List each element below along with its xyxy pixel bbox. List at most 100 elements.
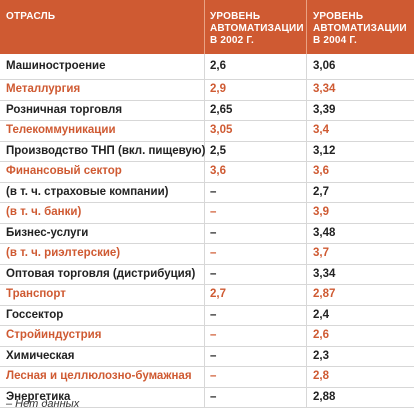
table-row: (в т. ч. риэлтерские) – 3,7: [0, 244, 414, 265]
value-2004: 3,34: [313, 267, 336, 280]
value-2004: 3,7: [313, 247, 329, 259]
column-divider: [306, 244, 307, 264]
industry-name: Телекоммуникации: [6, 124, 116, 136]
footnote: – Нет данных: [6, 398, 80, 410]
table-row: Химическая – 2,3: [0, 346, 414, 367]
industry-name: Оптовая торговля (дистрибуция): [6, 267, 196, 280]
column-divider: [204, 367, 205, 387]
value-2002: 3,05: [210, 124, 233, 136]
industry-name: Металлургия: [6, 83, 81, 95]
column-divider: [306, 326, 307, 346]
industry-name: Госсектор: [6, 308, 64, 321]
industry-name: Производство ТНП (вкл. пищевую): [6, 144, 206, 157]
column-divider: [306, 100, 307, 120]
value-2002: 2,9: [210, 83, 226, 95]
industry-name: (в т. ч. страховые компании): [6, 185, 169, 198]
industry-name: Лесная и целлюлозно-бумажная: [6, 370, 192, 382]
header-divider: [306, 0, 307, 54]
header-level-2004: УРОВЕНЬ АВТОМАТИЗАЦИИ В 2004 Г.: [313, 11, 407, 46]
table-row: (в т. ч. банки) – 3,9: [0, 203, 414, 224]
industry-name: (в т. ч. банки): [6, 206, 82, 218]
value-2004: 2,7: [313, 185, 329, 198]
table-row: Бизнес-услуги – 3,48: [0, 223, 414, 244]
table-row: Энергетика – 2,88: [0, 387, 414, 408]
column-divider: [204, 305, 205, 325]
column-divider: [204, 162, 205, 182]
value-2004: 2,8: [313, 370, 329, 382]
industry-name: Бизнес-услуги: [6, 226, 89, 239]
column-divider: [204, 182, 205, 202]
column-divider: [306, 162, 307, 182]
table-row: Стройиндустрия – 2,6: [0, 326, 414, 347]
value-2004: 3,12: [313, 144, 336, 157]
value-2004: 3,39: [313, 103, 336, 116]
table-row: Телекоммуникации 3,05 3,4: [0, 121, 414, 142]
table-row: Транспорт 2,7 2,87: [0, 285, 414, 306]
table-row: Оптовая торговля (дистрибуция) – 3,34: [0, 264, 414, 285]
table-row: Финансовый сектор 3,6 3,6: [0, 162, 414, 183]
column-divider: [204, 80, 205, 100]
table-row: Производство ТНП (вкл. пищевую) 2,5 3,12: [0, 141, 414, 162]
column-divider: [204, 100, 205, 120]
column-divider: [306, 285, 307, 305]
industry-name: (в т. ч. риэлтерские): [6, 247, 121, 259]
column-divider: [204, 346, 205, 366]
industry-name: Стройиндустрия: [6, 329, 102, 341]
column-divider: [204, 223, 205, 243]
column-divider: [306, 80, 307, 100]
value-2004: 3,48: [313, 226, 336, 239]
column-divider: [204, 264, 205, 284]
value-2002: 2,5: [210, 144, 226, 157]
table-row: Розничная торговля 2,65 3,39: [0, 100, 414, 121]
table-row: Металлургия 2,9 3,34: [0, 80, 414, 101]
header-industry: ОТРАСЛЬ: [6, 11, 56, 22]
industry-name: Машиностроение: [6, 60, 106, 72]
industry-name: Розничная торговля: [6, 103, 123, 116]
value-2002: –: [210, 206, 217, 218]
value-2002: 2,65: [210, 103, 233, 116]
column-divider: [306, 264, 307, 284]
column-divider: [306, 182, 307, 202]
table-row: Лесная и целлюлозно-бумажная – 2,8: [0, 367, 414, 388]
value-2002: 2,6: [210, 60, 226, 72]
value-2002: –: [210, 226, 217, 239]
column-divider: [204, 121, 205, 141]
value-2004: 2,6: [313, 329, 329, 341]
table-row: Госсектор – 2,4: [0, 305, 414, 326]
column-divider: [306, 367, 307, 387]
column-divider: [204, 244, 205, 264]
industry-name: Финансовый сектор: [6, 165, 122, 177]
value-2002: 3,6: [210, 165, 226, 177]
column-divider: [204, 285, 205, 305]
column-divider: [204, 387, 205, 407]
column-divider: [306, 54, 307, 79]
value-2002: –: [210, 185, 217, 198]
header-level-2002: УРОВЕНЬ АВТОМАТИЗАЦИИ В 2002 Г.: [210, 11, 304, 46]
value-2004: 2,3: [313, 349, 329, 362]
column-divider: [306, 141, 307, 161]
table-row: (в т. ч. страховые компании) – 2,7: [0, 182, 414, 203]
value-2004: 2,4: [313, 308, 329, 321]
column-divider: [204, 203, 205, 223]
value-2002: 2,7: [210, 288, 226, 300]
value-2002: –: [210, 349, 217, 362]
column-divider: [306, 387, 307, 407]
value-2004: 3,6: [313, 165, 329, 177]
column-divider: [306, 121, 307, 141]
table-row: Машиностроение 2,6 3,06: [0, 54, 414, 80]
column-divider: [204, 141, 205, 161]
column-divider: [306, 203, 307, 223]
value-2004: 3,06: [313, 60, 336, 72]
industry-name: Энергетика: [6, 390, 71, 403]
value-2002: –: [210, 390, 217, 403]
industry-name: Химическая: [6, 349, 75, 362]
value-2004: 3,34: [313, 83, 336, 95]
value-2004: 2,87: [313, 288, 336, 300]
value-2002: –: [210, 329, 217, 341]
column-divider: [204, 54, 205, 79]
industry-name: Транспорт: [6, 288, 66, 300]
value-2002: –: [210, 308, 217, 321]
column-divider: [306, 223, 307, 243]
value-2002: –: [210, 267, 217, 280]
